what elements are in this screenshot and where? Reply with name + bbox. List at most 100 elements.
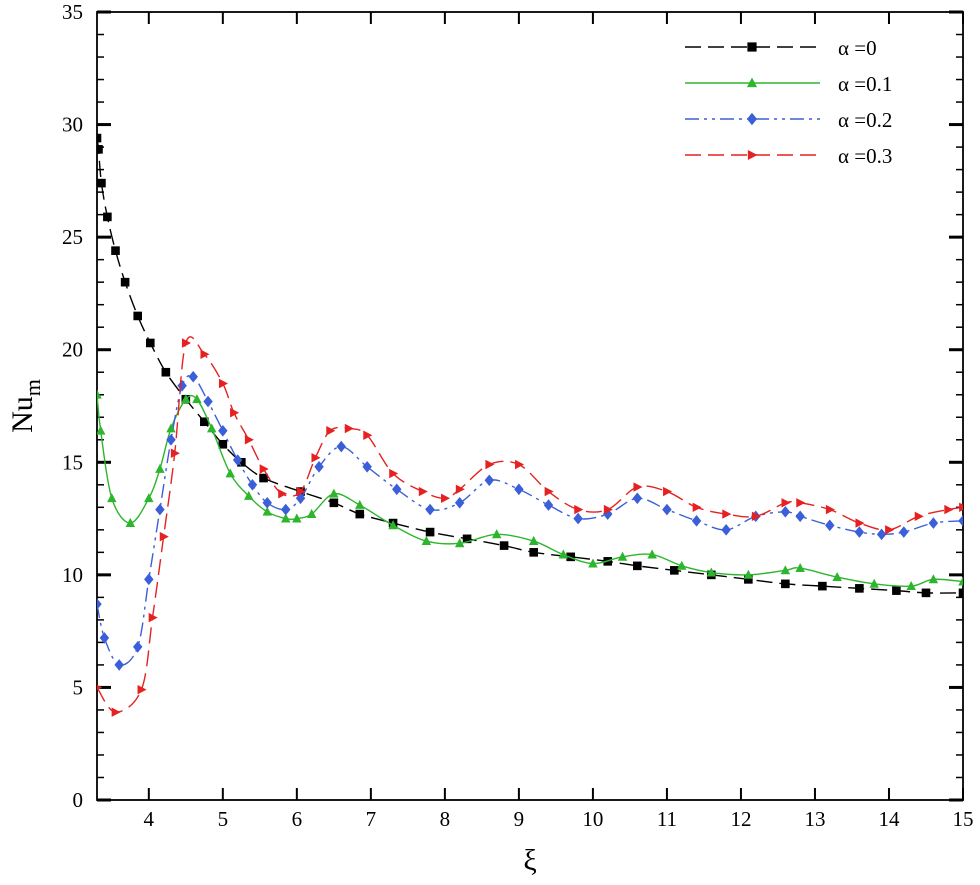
data-point <box>329 488 339 498</box>
data-point <box>574 504 584 515</box>
legend-marker <box>746 77 758 88</box>
data-point <box>692 502 702 513</box>
data-point <box>558 549 569 559</box>
data-point <box>706 567 717 577</box>
x-tick-label: 14 <box>878 807 900 831</box>
data-point <box>514 483 524 496</box>
data-point <box>914 511 924 522</box>
data-point <box>876 528 887 541</box>
data-point <box>232 454 243 466</box>
legend-marker <box>746 112 758 126</box>
data-point <box>855 518 865 528</box>
data-point <box>928 574 939 584</box>
data-point <box>125 517 136 527</box>
data-point <box>155 503 165 516</box>
data-point <box>237 457 246 467</box>
data-point <box>663 486 673 497</box>
data-point <box>97 145 103 154</box>
legend-label: α =0 <box>838 36 877 60</box>
data-point <box>544 486 554 497</box>
data-point <box>200 417 209 427</box>
data-point <box>855 584 864 593</box>
data-point <box>869 578 879 588</box>
x-tick-label: 4 <box>144 807 155 831</box>
data-point <box>454 538 465 548</box>
data-point <box>336 440 346 453</box>
axis-ticks: 4 5 6 7 8 9 10 11 12 13 14 15 0 5 10 15 20 25 30 35 <box>62 0 974 831</box>
y-tick-label: 10 <box>62 563 83 587</box>
data-point <box>111 246 120 255</box>
data-point <box>573 512 583 525</box>
data-point <box>854 526 865 538</box>
data-point <box>114 659 124 671</box>
data-point <box>244 435 254 445</box>
data-point <box>262 506 272 516</box>
data-point <box>111 707 121 717</box>
series-line <box>97 374 963 666</box>
x-axis-label: ξ <box>523 844 536 877</box>
data-point <box>421 535 432 545</box>
data-point <box>192 394 202 404</box>
data-point <box>107 493 117 503</box>
data-point <box>148 612 158 623</box>
data-point <box>388 520 398 530</box>
data-point <box>120 277 130 287</box>
data-point <box>529 548 539 557</box>
legend-label: α =0.2 <box>838 108 892 132</box>
y-tick-label: 5 <box>73 675 84 699</box>
data-point <box>944 504 954 515</box>
data-point <box>97 684 103 691</box>
x-tick-label: 13 <box>804 807 825 831</box>
y-tick-label: 30 <box>62 113 83 137</box>
series-1 <box>97 389 963 590</box>
legend-label: α =0.1 <box>838 72 892 96</box>
data-point <box>899 526 909 538</box>
data-point <box>528 535 539 545</box>
data-point <box>97 389 102 399</box>
data-point <box>326 426 336 436</box>
data-point <box>166 423 176 433</box>
data-point <box>188 370 198 383</box>
data-point <box>958 515 963 527</box>
data-point <box>632 492 643 505</box>
data-point <box>958 576 963 586</box>
data-point <box>344 423 354 434</box>
data-point <box>958 588 963 598</box>
data-point <box>200 349 210 359</box>
data-point <box>203 395 213 408</box>
data-point <box>97 425 106 435</box>
x-tick-label: 15 <box>953 807 974 831</box>
data-point <box>795 510 805 523</box>
data-point <box>244 490 254 500</box>
data-point <box>281 513 291 523</box>
x-tick-label: 10 <box>582 807 603 831</box>
data-point <box>97 178 106 188</box>
y-tick-label: 20 <box>62 338 83 362</box>
legend-label: α =0.3 <box>838 144 892 168</box>
data-point <box>155 463 165 473</box>
legend-marker <box>747 149 758 161</box>
data-point <box>145 338 155 348</box>
data-point <box>144 573 154 586</box>
data-point <box>218 424 228 437</box>
data-point <box>743 569 754 579</box>
data-point <box>959 502 963 513</box>
data-point <box>296 486 306 497</box>
data-point <box>781 498 791 508</box>
data-point <box>292 513 302 523</box>
y-tick-label: 25 <box>62 225 83 249</box>
data-point <box>311 453 321 463</box>
series-layer <box>97 133 963 717</box>
data-point <box>921 588 931 598</box>
data-point <box>97 598 102 610</box>
x-tick-label: 8 <box>440 807 451 831</box>
data-point <box>103 212 112 222</box>
data-point <box>425 527 435 537</box>
data-point <box>389 468 399 479</box>
y-tick-label: 0 <box>73 788 84 812</box>
data-point <box>885 525 895 535</box>
data-point <box>425 503 435 516</box>
y-tick-label: 35 <box>62 0 83 24</box>
data-point <box>825 504 835 515</box>
legend: α =0 α =0.1 α =0.2 α =0.3 <box>685 36 892 168</box>
